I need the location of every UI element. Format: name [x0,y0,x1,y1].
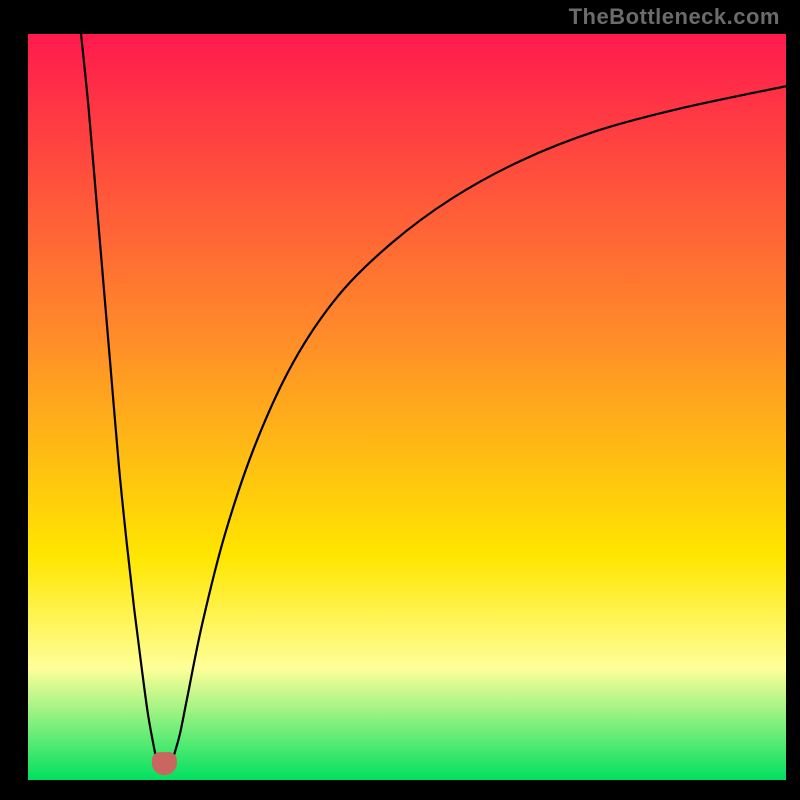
watermark-text: TheBottleneck.com [569,4,780,30]
curve-left [81,34,157,761]
minimum-marker [152,752,176,776]
plot-area [28,34,786,780]
curve-right [172,86,786,761]
chart-frame: TheBottleneck.com [0,0,800,800]
curve-svg [28,34,786,780]
